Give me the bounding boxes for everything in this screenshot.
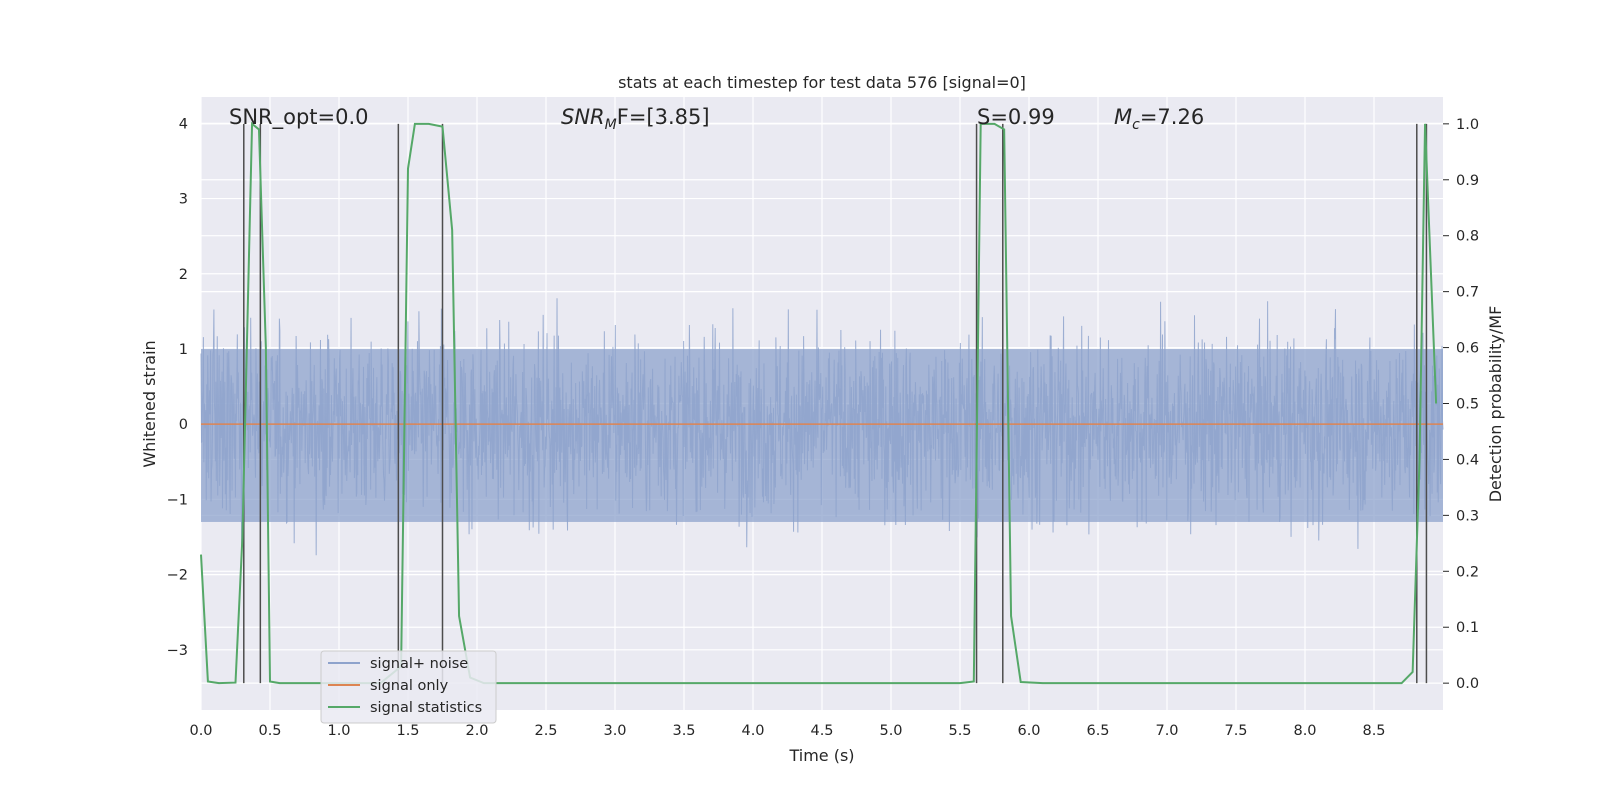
legend-label-noise: signal+ noise	[370, 656, 468, 672]
y2-tick-label: 0.9	[1456, 173, 1479, 189]
y2-tick-label: 0.6	[1456, 341, 1479, 357]
y-tick-label: 1	[179, 342, 188, 358]
x-tick-label: 8.5	[1362, 723, 1385, 739]
y2-tick-labels: 1.0 0.9 0.8 0.7 0.6 0.5 0.4 0.3 0.2 0.1 0.0	[1443, 117, 1479, 692]
legend-label-signal: signal only	[370, 678, 449, 694]
y-tick-label: 4	[179, 116, 188, 132]
y-tick-label: −2	[167, 568, 188, 584]
x-tick-label: 5.0	[879, 723, 902, 739]
mc-annotation: Mc=7.26	[1114, 105, 1204, 133]
x-tick-label: 0.0	[189, 723, 212, 739]
y2-tick-label: 1.0	[1456, 117, 1479, 133]
y-tick-labels: 4 3 2 1 0 −1 −2 −3	[167, 116, 188, 659]
x-tick-label: 1.5	[396, 723, 419, 739]
x-tick-label: 5.5	[948, 723, 971, 739]
x-axis-label: Time (s)	[788, 746, 854, 765]
y2-tick-label: 0.5	[1456, 397, 1479, 413]
s-annotation: S=0.99	[977, 105, 1055, 129]
x-tick-label: 3.5	[672, 723, 695, 739]
x-tick-label: 6.0	[1017, 723, 1040, 739]
snr-mf-sub: M	[605, 117, 617, 133]
y2-tick-label: 0.8	[1456, 229, 1479, 245]
x-tick-label: 3.0	[603, 723, 626, 739]
y2-axis-label: Detection probability/MF	[1486, 306, 1505, 503]
x-tick-label: 7.5	[1224, 723, 1247, 739]
mc-sub: c	[1132, 117, 1140, 133]
x-tick-label: 4.5	[810, 723, 833, 739]
x-tick-label: 0.5	[258, 723, 281, 739]
snr-mf-suffix: F=[3.85]	[617, 105, 710, 129]
y-tick-label: −1	[167, 492, 188, 508]
x-tick-label: 2.0	[465, 723, 488, 739]
mc-prefix: M	[1114, 105, 1132, 129]
signal-noise-series	[200, 298, 1444, 556]
legend: signal+ noise signal only signal statist…	[320, 650, 497, 724]
snr-mf-annotation: SNRMF=[3.85]	[561, 105, 710, 133]
chart-title: stats at each timestep for test data 576…	[618, 73, 1026, 92]
noise-line	[200, 298, 1444, 556]
y2-tick-label: 0.1	[1456, 620, 1479, 636]
y-tick-label: 2	[179, 267, 188, 283]
y-axis-label: Whitened strain	[140, 340, 159, 467]
y-tick-label: 3	[179, 192, 188, 208]
x-tick-labels: 0.0 0.5 1.0 1.5 2.0 2.5 3.0 3.5 4.0 4.5 5.0 5.5 6.0 6…	[189, 723, 1385, 739]
snr-opt-annotation: SNR_opt=0.0	[229, 105, 369, 130]
x-tick-label: 8.0	[1293, 723, 1316, 739]
x-tick-label: 6.5	[1086, 723, 1109, 739]
y2-tick-label: 0.4	[1456, 452, 1479, 468]
legend-label-stats: signal statistics	[370, 700, 482, 716]
mc-suffix: =7.26	[1140, 105, 1204, 129]
y2-tick-label: 0.3	[1456, 508, 1479, 524]
snr-mf-prefix: SNR	[561, 105, 605, 129]
y2-tick-label: 0.0	[1456, 676, 1479, 692]
x-tick-label: 2.5	[534, 723, 557, 739]
x-tick-label: 1.0	[327, 723, 350, 739]
y2-tick-label: 0.2	[1456, 564, 1479, 580]
x-tick-label: 4.0	[741, 723, 764, 739]
y-tick-label: 0	[179, 417, 188, 433]
x-tick-label: 7.0	[1155, 723, 1178, 739]
y2-tick-label: 0.7	[1456, 285, 1479, 301]
y-tick-label: −3	[167, 643, 188, 659]
legend-box	[320, 650, 497, 724]
